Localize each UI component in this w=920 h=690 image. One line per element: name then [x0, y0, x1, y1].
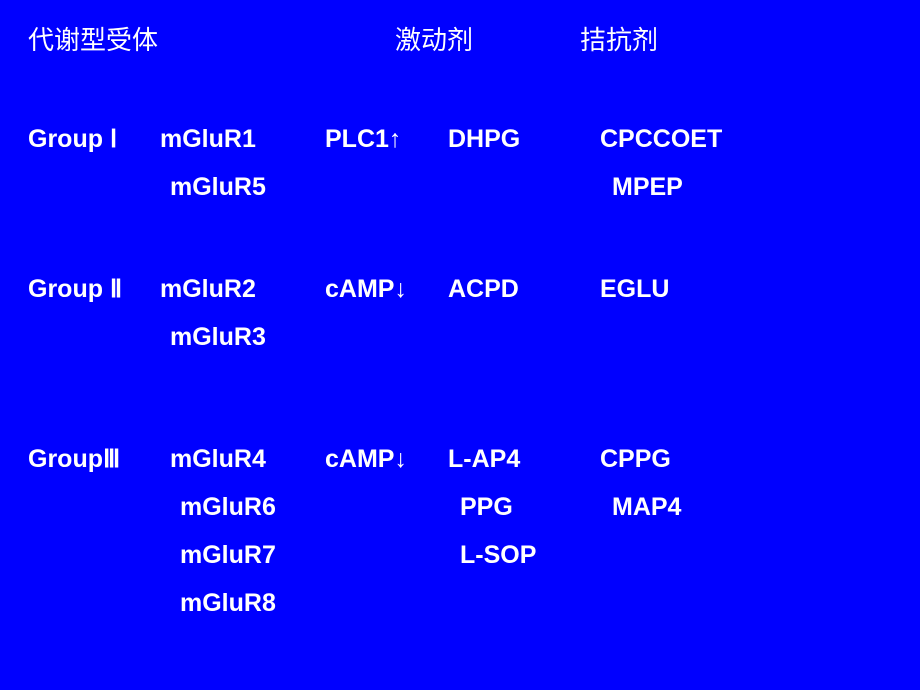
header-agonist: 激动剂: [395, 20, 473, 57]
receptor-cell: mGluR6: [180, 483, 276, 531]
agonist-cell: ACPD: [448, 265, 519, 313]
receptor-cell: mGluR8: [180, 579, 276, 627]
slide: 代谢型受体 激动剂 拮抗剂 Group Ⅰ mGluR1 PLC1↑ DHPG CPCC…: [0, 0, 920, 690]
receptor-cell: mGluR7: [180, 531, 276, 579]
header-receptor-type: 代谢型受体: [28, 20, 158, 57]
group-name: GroupⅢ: [28, 435, 120, 483]
receptor-cell: mGluR1: [160, 115, 256, 163]
agonist-cell: PPG: [460, 483, 513, 531]
receptor-cell: mGluR2: [160, 265, 256, 313]
agonist-cell: L-AP4: [448, 435, 520, 483]
signal-cell: cAMP↓: [325, 435, 407, 483]
antagonist-cell: CPCCOET: [600, 115, 722, 163]
receptor-cell: mGluR4: [170, 435, 266, 483]
antagonist-cell: CPPG: [600, 435, 671, 483]
group-name: Group Ⅱ: [28, 265, 122, 313]
group-name: Group Ⅰ: [28, 115, 117, 163]
agonist-cell: DHPG: [448, 115, 520, 163]
agonist-cell: L-SOP: [460, 531, 536, 579]
antagonist-cell: MPEP: [612, 163, 683, 211]
signal-cell: PLC1↑: [325, 115, 401, 163]
header-antagonist: 拮抗剂: [580, 20, 658, 57]
antagonist-cell: EGLU: [600, 265, 669, 313]
antagonist-cell: MAP4: [612, 483, 681, 531]
signal-cell: cAMP↓: [325, 265, 407, 313]
receptor-cell: mGluR3: [170, 313, 266, 361]
receptor-cell: mGluR5: [170, 163, 266, 211]
